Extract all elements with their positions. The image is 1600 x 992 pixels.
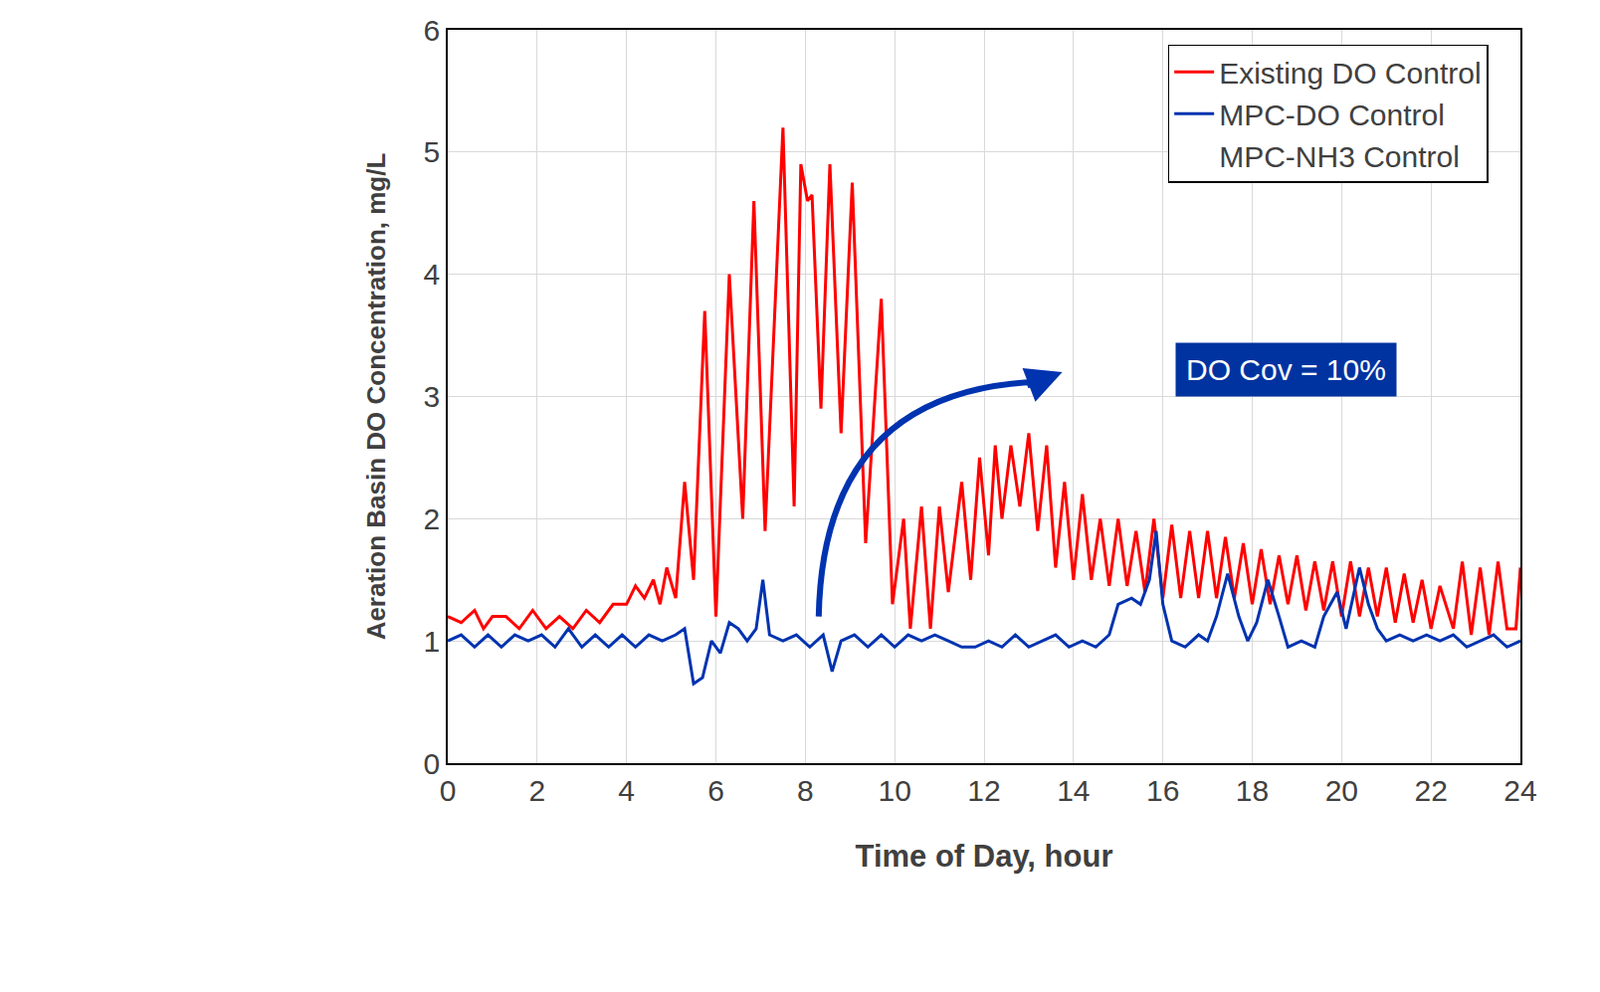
svg-text:18: 18 [1235, 774, 1269, 807]
svg-text:Aeration Basin DO Concentratio: Aeration Basin DO Concentration, mg/L [361, 153, 392, 641]
svg-text:20: 20 [1325, 774, 1359, 807]
svg-text:10: 10 [877, 774, 911, 807]
svg-text:4: 4 [423, 257, 441, 291]
svg-text:2: 2 [528, 774, 546, 807]
svg-text:1: 1 [423, 624, 441, 658]
svg-text:MPC-NH3 Control: MPC-NH3 Control [1218, 140, 1460, 174]
svg-text:Existing DO Control: Existing DO Control [1218, 56, 1481, 90]
svg-text:6: 6 [423, 13, 441, 47]
svg-text:0: 0 [423, 747, 441, 781]
svg-text:14: 14 [1056, 774, 1090, 807]
svg-text:6: 6 [707, 774, 725, 807]
svg-text:Time of Day, hour: Time of Day, hour [855, 838, 1114, 874]
svg-text:16: 16 [1146, 774, 1180, 807]
svg-text:0: 0 [439, 774, 457, 807]
svg-text:24: 24 [1503, 774, 1537, 807]
svg-text:3: 3 [423, 380, 441, 413]
svg-text:2: 2 [423, 502, 441, 536]
svg-text:DO Cov = 10%: DO Cov = 10% [1186, 353, 1387, 387]
svg-text:12: 12 [967, 774, 1000, 807]
svg-text:5: 5 [423, 135, 441, 169]
svg-text:8: 8 [797, 774, 814, 807]
svg-text:4: 4 [617, 774, 635, 807]
svg-text:22: 22 [1413, 774, 1447, 807]
svg-text:MPC-DO Control: MPC-DO Control [1218, 98, 1445, 132]
